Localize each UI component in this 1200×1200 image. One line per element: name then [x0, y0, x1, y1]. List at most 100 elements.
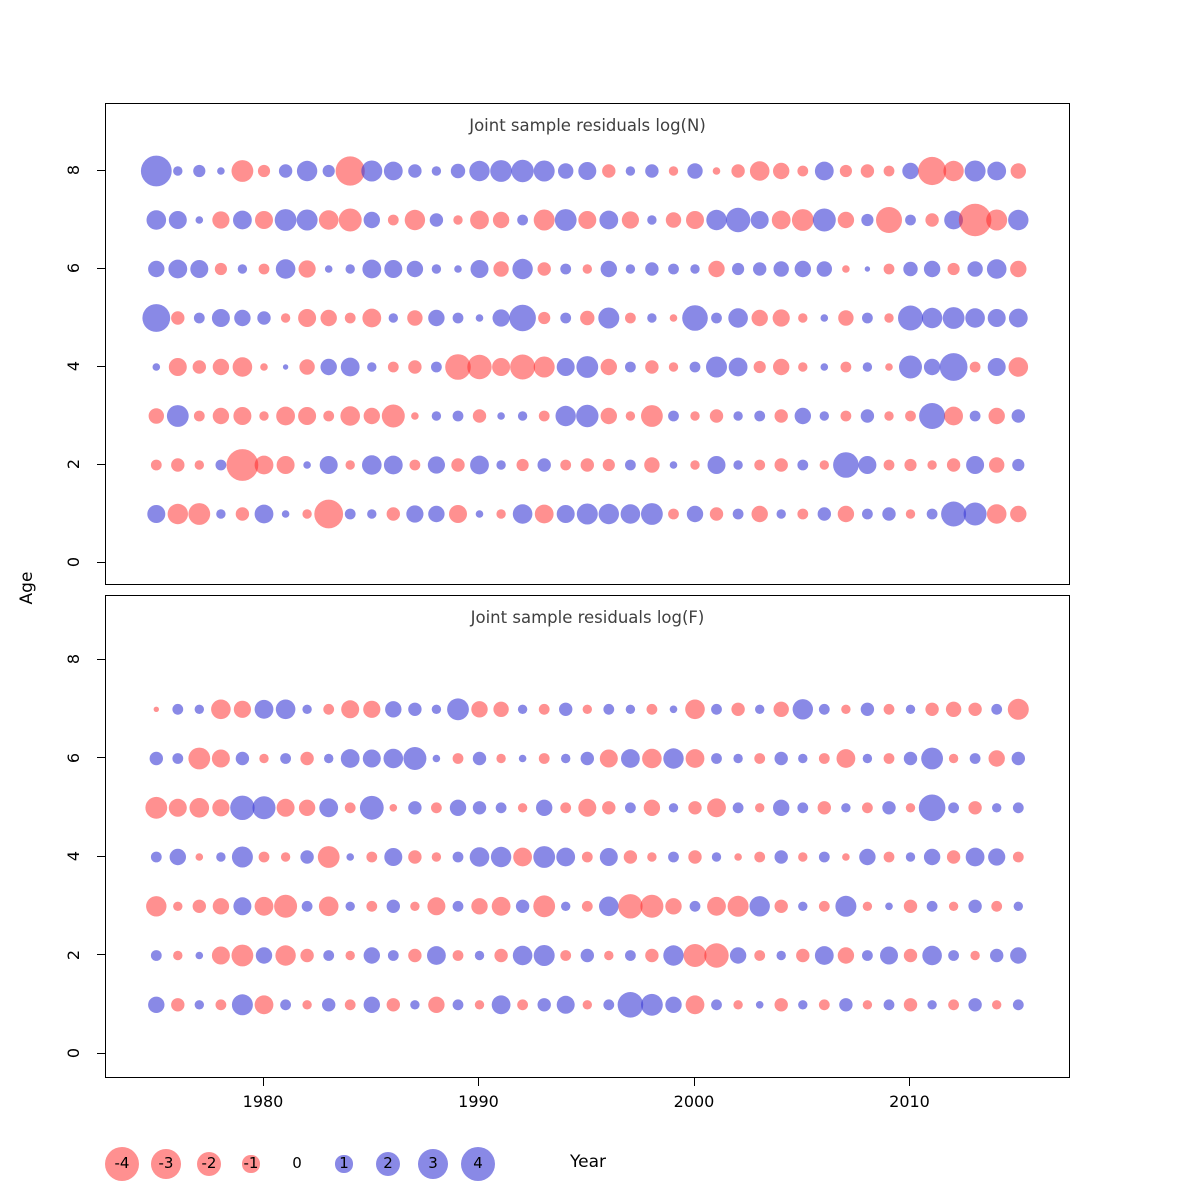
residual-bubble — [604, 950, 614, 961]
residual-bubble — [140, 155, 172, 187]
residual-bubble — [276, 406, 295, 426]
residual-bubble — [898, 305, 923, 331]
residual-bubble — [467, 354, 492, 380]
residual-bubble — [254, 995, 274, 1015]
residual-bubble — [582, 1000, 592, 1010]
y-axis-tick-label: 0 — [63, 556, 83, 568]
residual-bubble — [362, 455, 382, 475]
residual-bubble — [512, 258, 533, 280]
residual-bubble — [711, 753, 722, 764]
residual-bubble — [754, 753, 766, 764]
residual-bubble — [773, 358, 790, 376]
residual-bubble — [647, 313, 657, 323]
residual-bubble — [902, 162, 919, 180]
residual-bubble — [797, 165, 809, 177]
residual-bubble — [428, 505, 445, 523]
residual-bubble — [576, 503, 598, 525]
residual-bubble — [617, 992, 644, 1018]
residual-bubble — [882, 507, 896, 521]
residual-bubble — [254, 504, 274, 524]
residual-bubble — [749, 161, 770, 181]
residual-bubble — [668, 508, 679, 520]
residual-bubble — [905, 214, 916, 226]
residual-bubble — [581, 851, 593, 863]
residual-bubble — [298, 407, 317, 425]
residual-bubble — [927, 460, 937, 470]
residual-bubble — [511, 159, 534, 183]
residual-bubble — [968, 998, 982, 1012]
residual-bubble — [362, 308, 382, 328]
residual-bubble — [431, 411, 442, 421]
y-axis-tick — [97, 658, 105, 660]
residual-bubble — [447, 698, 469, 721]
residual-bubble — [948, 950, 959, 961]
residual-bubble — [903, 948, 918, 963]
residual-bubble — [1012, 458, 1025, 472]
legend-bubble — [242, 1155, 260, 1173]
residual-bubble — [492, 309, 510, 327]
x-axis-tick-label: 1990 — [458, 1092, 499, 1111]
residual-bubble — [452, 950, 464, 961]
residual-bubble — [904, 458, 917, 472]
residual-bubble — [876, 207, 902, 233]
residual-bubble — [471, 701, 488, 718]
residual-bubble — [620, 504, 641, 524]
residual-bubble — [216, 852, 226, 862]
residual-bubble — [797, 802, 809, 814]
residual-bubble — [820, 314, 829, 322]
residual-bubble — [406, 505, 424, 523]
residual-bubble — [733, 1000, 743, 1010]
residual-bubble — [560, 312, 572, 324]
residual-bubble — [275, 699, 296, 720]
residual-bubble — [833, 452, 859, 478]
residual-bubble — [299, 359, 315, 375]
residual-bubble — [408, 702, 422, 716]
residual-bubble — [407, 310, 423, 326]
residual-bubble — [1013, 901, 1023, 911]
residual-bubble — [883, 165, 895, 177]
residual-bubble — [274, 894, 298, 918]
residual-bubble — [517, 803, 528, 813]
residual-bubble — [603, 999, 615, 1011]
residual-bubble — [883, 999, 895, 1011]
residual-bubble — [707, 798, 726, 818]
residual-bubble — [598, 307, 620, 329]
residual-bubble — [669, 461, 678, 469]
residual-bubble — [944, 406, 963, 426]
residual-bubble — [690, 411, 700, 421]
residual-bubble — [750, 211, 769, 229]
residual-bubble — [454, 265, 462, 273]
residual-bubble — [689, 900, 701, 912]
residual-bubble — [621, 211, 640, 229]
residual-bubble — [301, 900, 313, 912]
residual-bubble — [496, 753, 506, 764]
residual-bubble — [298, 309, 317, 327]
residual-bubble — [864, 266, 871, 272]
residual-bubble — [880, 946, 898, 965]
residual-bubble — [516, 458, 529, 472]
residual-bubble — [212, 799, 230, 817]
residual-bubble — [733, 460, 743, 470]
residual-bubble — [860, 409, 875, 423]
residual-bubble — [690, 264, 700, 274]
residual-bubble — [685, 749, 705, 768]
panel-log-n: Joint sample residuals log(N) — [105, 103, 1070, 585]
residual-bubble — [341, 700, 360, 719]
residual-bubble — [774, 899, 788, 913]
residual-bubble — [408, 801, 422, 815]
residual-bubble — [685, 995, 705, 1015]
residual-bubble — [211, 309, 230, 327]
residual-bubble — [625, 264, 636, 274]
residual-bubble — [987, 161, 1007, 181]
residual-bubble — [732, 802, 744, 814]
residual-bubble — [152, 363, 161, 371]
residual-bubble — [322, 998, 336, 1012]
residual-bubble — [324, 265, 333, 273]
x-axis-tick — [909, 1078, 910, 1086]
residual-bubble — [772, 309, 790, 327]
residual-bubble — [452, 851, 464, 863]
residual-bubble — [254, 455, 274, 475]
residual-bubble — [496, 509, 506, 519]
residual-bubble — [794, 260, 811, 278]
legend-label: -4 — [114, 1154, 130, 1172]
